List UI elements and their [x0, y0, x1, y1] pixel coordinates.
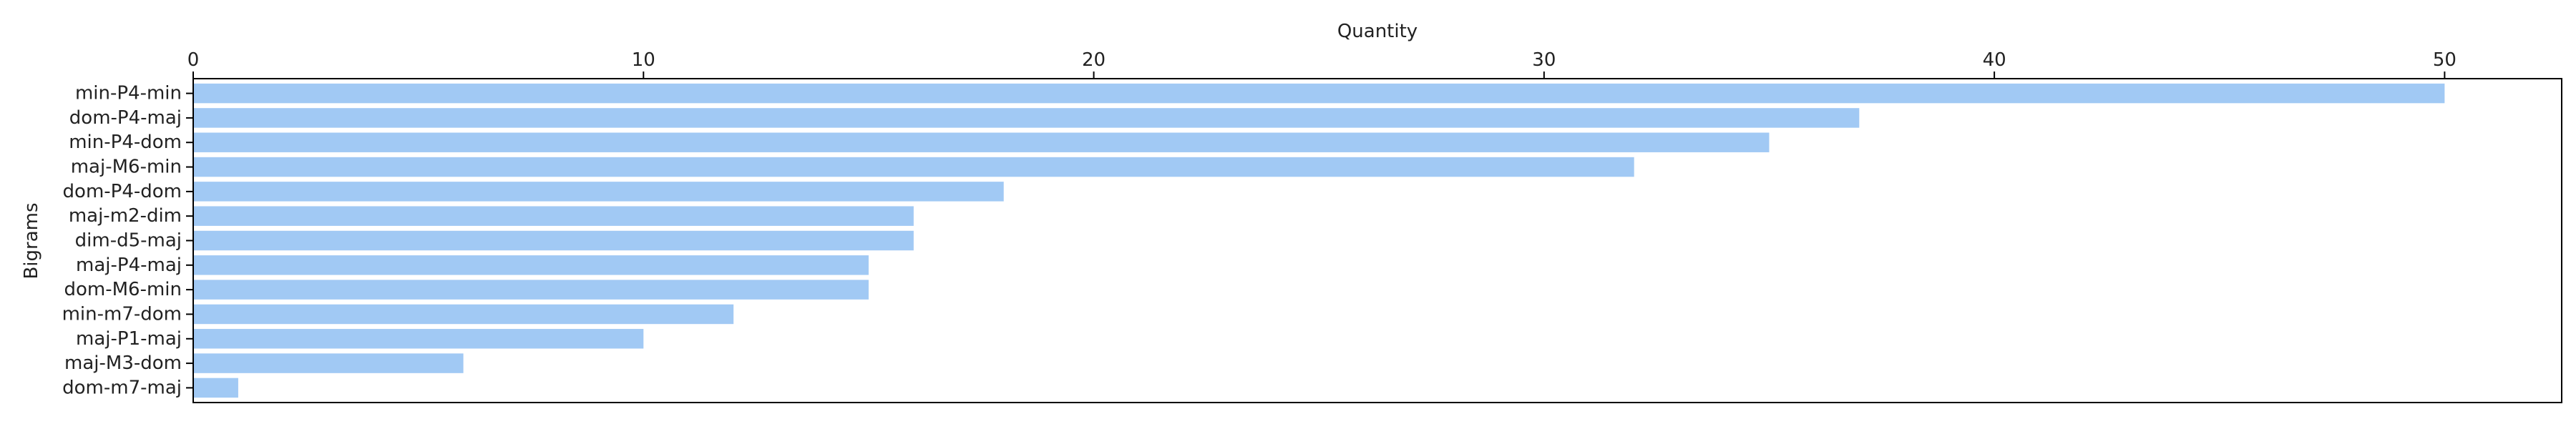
plot-frame	[192, 78, 2562, 403]
y-tick-label: dom-P4-maj	[69, 107, 182, 129]
bar-maj-P1-maj	[193, 329, 644, 349]
bar-min-P4-min	[193, 83, 2445, 104]
y-ticks-group: min-P4-min dom-P4-maj min-P4-dom maj-M6-min…	[62, 83, 193, 398]
y-tick-label: dom-m7-maj	[62, 377, 182, 398]
x-tick-label: 0	[187, 49, 200, 71]
x-tick-label: 40	[1983, 49, 2006, 71]
bar-dom-m7-maj	[193, 378, 238, 398]
y-tick-label: min-P4-dom	[69, 132, 182, 153]
y-tick-label: maj-M6-min	[71, 157, 182, 178]
y-tick-label: maj-P4-maj	[76, 255, 182, 276]
y-tick-label: min-m7-dom	[62, 303, 182, 325]
bar-maj-m2-dim	[193, 206, 914, 226]
bar-maj-M3-dom	[193, 353, 464, 373]
x-axis-title: Quantity	[1337, 21, 1418, 42]
y-tick-label: dom-P4-dom	[63, 181, 182, 202]
y-axis-title: Bigrams	[21, 202, 42, 279]
bar-dom-P4-dom	[193, 182, 1004, 202]
y-tick-label: maj-P1-maj	[76, 328, 182, 350]
y-tick-label: dom-M6-min	[64, 279, 182, 300]
x-ticks-group: 0 10 20 30 40 50	[187, 49, 2457, 79]
bar-maj-P4-maj	[193, 255, 869, 275]
x-tick-label: 20	[1082, 49, 1106, 71]
x-tick-label: 10	[632, 49, 655, 71]
bars-group	[193, 83, 2445, 398]
y-tick-label: maj-M3-dom	[64, 352, 182, 374]
bar-dim-d5-maj	[193, 230, 914, 251]
x-tick-label: 30	[1532, 49, 1556, 71]
bar-min-P4-dom	[193, 132, 1770, 152]
x-tick-label: 50	[2433, 49, 2457, 71]
bar-dom-P4-maj	[193, 108, 1860, 128]
bar-dom-M6-min	[193, 280, 869, 300]
y-tick-label: dim-d5-maj	[75, 230, 182, 252]
y-tick-label: maj-m2-dim	[69, 205, 182, 227]
bar-maj-M6-min	[193, 157, 1634, 177]
y-tick-label: min-P4-min	[75, 83, 182, 104]
bar-min-m7-dom	[193, 304, 734, 325]
